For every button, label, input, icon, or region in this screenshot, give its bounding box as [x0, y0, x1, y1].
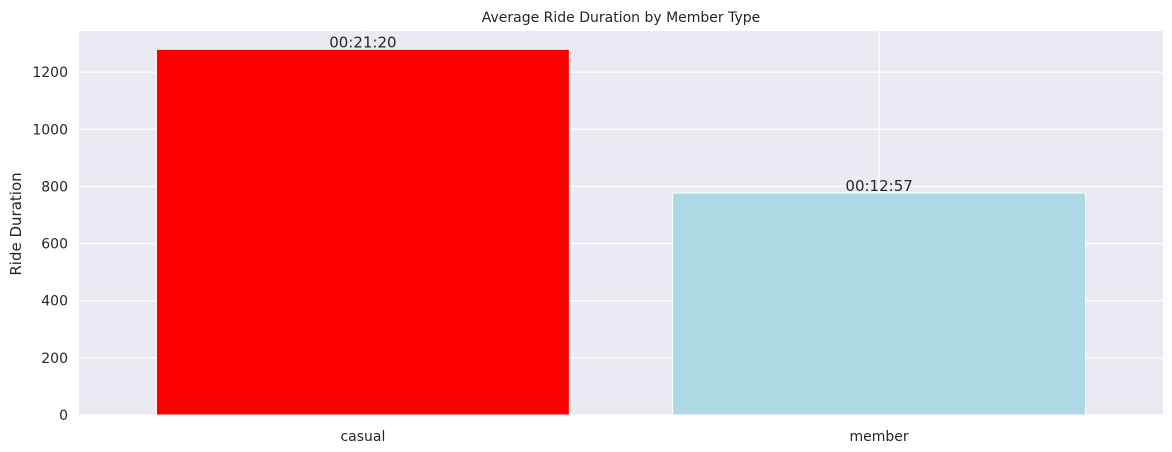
bar-value-label-member: 00:12:57	[845, 177, 912, 195]
y-tick-label: 200	[41, 351, 68, 367]
y-axis-label: Ride Duration	[7, 172, 25, 275]
data-labels: 00:21:20 00:12:57	[329, 33, 913, 195]
y-tick-label: 400	[41, 294, 68, 310]
y-tick-label: 600	[41, 237, 68, 253]
x-axis-ticks: casual member	[340, 429, 908, 445]
x-tick-label-member: member	[850, 429, 909, 445]
chart-title: Average Ride Duration by Member Type	[482, 10, 761, 26]
bar-casual	[155, 48, 570, 416]
bar-value-label-casual: 00:21:20	[329, 33, 396, 51]
y-tick-label: 800	[41, 179, 68, 195]
y-tick-label: 1200	[32, 65, 68, 81]
y-axis-ticks: 0 200 400 600 800 1000 1200	[32, 65, 68, 424]
y-tick-label: 0	[59, 408, 68, 424]
y-tick-label: 1000	[32, 122, 68, 138]
x-tick-label-casual: casual	[340, 429, 385, 445]
bars	[155, 48, 1087, 416]
bar-member	[672, 192, 1087, 416]
